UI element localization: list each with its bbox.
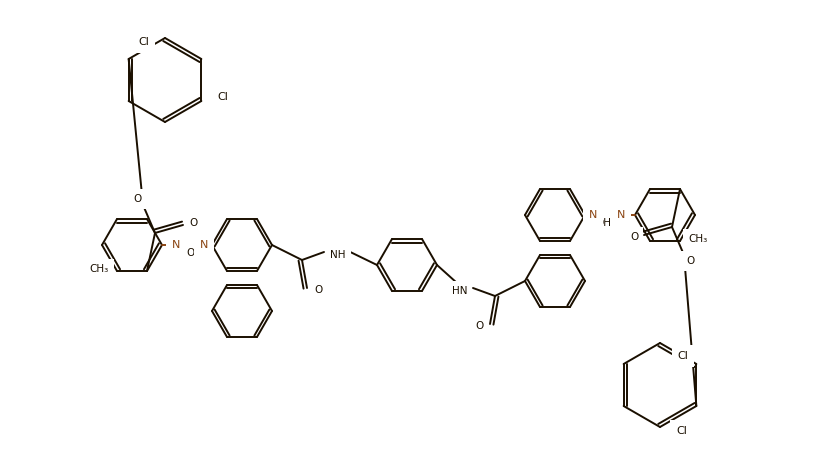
Text: NH: NH — [330, 250, 346, 260]
Text: OH: OH — [186, 248, 202, 258]
Text: N: N — [617, 210, 625, 220]
Text: Cl: Cl — [217, 92, 228, 102]
Text: O: O — [630, 232, 638, 242]
Text: Cl: Cl — [677, 351, 689, 361]
Text: O: O — [189, 218, 197, 228]
Text: O: O — [133, 194, 141, 204]
Text: O: O — [314, 285, 322, 295]
Text: Cl: Cl — [676, 426, 687, 436]
Text: CH₃: CH₃ — [688, 234, 707, 244]
Text: CH₃: CH₃ — [89, 264, 109, 274]
Text: Cl: Cl — [138, 37, 149, 47]
Text: OH: OH — [595, 218, 611, 228]
Text: N: N — [172, 240, 180, 250]
Text: N: N — [589, 210, 598, 220]
Text: HN: HN — [451, 286, 467, 296]
Text: O: O — [475, 321, 483, 331]
Text: O: O — [686, 256, 694, 266]
Text: N: N — [200, 240, 208, 250]
